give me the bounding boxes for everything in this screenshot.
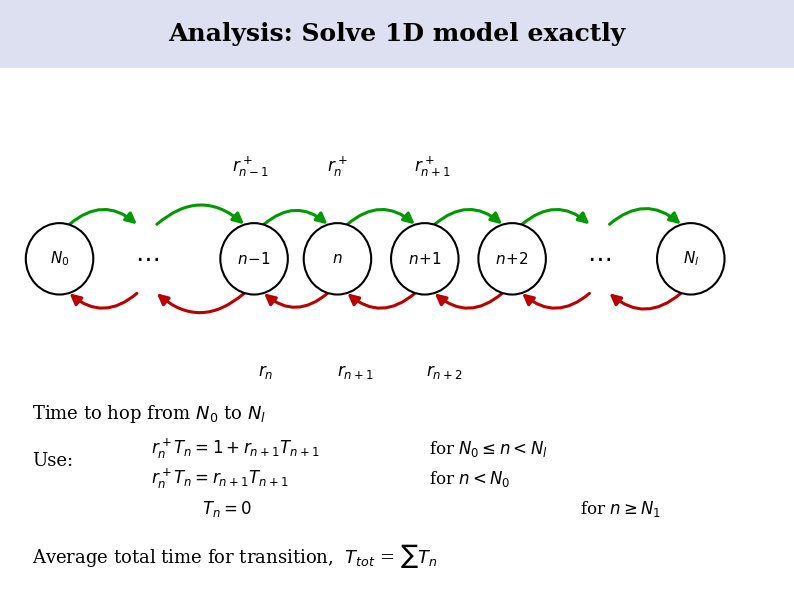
Text: Use:: Use: [32,452,73,470]
Text: for $n \geq N_1$: for $n \geq N_1$ [580,499,661,519]
Text: $r^+_{n}$: $r^+_{n}$ [327,155,348,178]
Text: $r_{n}$: $r_{n}$ [258,363,274,381]
Ellipse shape [221,223,288,295]
Text: $n\!+\!2$: $n\!+\!2$ [495,251,529,267]
Text: $n\!-\!1$: $n\!-\!1$ [237,251,271,267]
Text: $T_n = 0$: $T_n = 0$ [202,499,252,519]
Text: $r^+_{n+1}$: $r^+_{n+1}$ [414,155,451,178]
Ellipse shape [478,223,546,295]
Ellipse shape [303,223,371,295]
Text: $r^+_{n-1}$: $r^+_{n-1}$ [232,155,268,178]
Text: Average total time for transition,  $T_{tot}$ = $\sum T_n$: Average total time for transition, $T_{t… [32,542,437,571]
Text: $r_{n+2}$: $r_{n+2}$ [426,363,463,381]
Text: $N_0$: $N_0$ [50,249,69,268]
Text: for $N_0 \leq n < N_l$: for $N_0 \leq n < N_l$ [429,439,547,459]
Text: Analysis: Solve 1D model exactly: Analysis: Solve 1D model exactly [168,22,626,46]
FancyBboxPatch shape [0,0,794,68]
Text: $\cdots$: $\cdots$ [135,248,159,270]
Text: $r_{n+1}$: $r_{n+1}$ [337,363,374,381]
Ellipse shape [25,223,94,295]
Text: $n\!+\!1$: $n\!+\!1$ [408,251,441,267]
Text: $\cdots$: $\cdots$ [588,248,611,270]
Text: for $n < N_0$: for $n < N_0$ [429,469,510,489]
Text: $N_l$: $N_l$ [683,249,699,268]
Text: Time to hop from $N_0$ to $N_l$: Time to hop from $N_0$ to $N_l$ [32,403,266,424]
Ellipse shape [657,223,724,295]
Ellipse shape [391,223,459,295]
Text: $r^+_n T_n = 1 + r_{n+1}T_{n+1}$: $r^+_n T_n = 1 + r_{n+1}T_{n+1}$ [151,437,319,461]
Text: $n$: $n$ [332,252,343,266]
Text: $r^+_n T_n = r_{n+1}T_{n+1}$: $r^+_n T_n = r_{n+1}T_{n+1}$ [151,467,288,491]
